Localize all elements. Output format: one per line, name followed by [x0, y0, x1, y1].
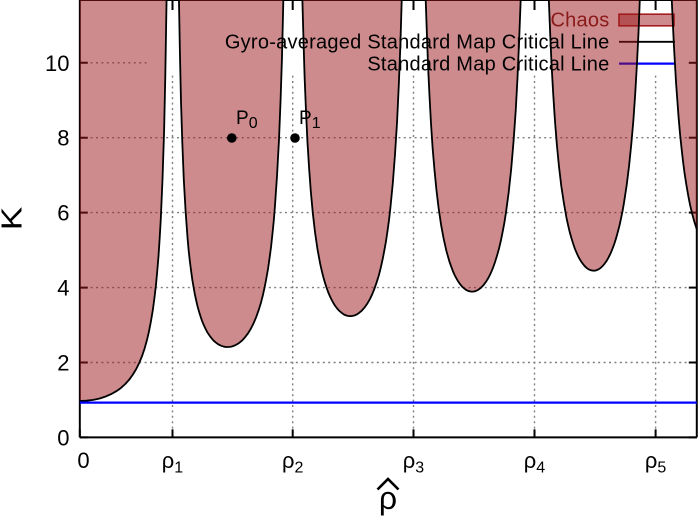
- svg-text:2: 2: [57, 351, 69, 376]
- svg-text:4: 4: [57, 276, 69, 301]
- svg-text:10: 10: [45, 51, 69, 76]
- svg-text:Standard Map Critical Line: Standard Map Critical Line: [367, 53, 609, 75]
- svg-text:8: 8: [57, 126, 69, 151]
- svg-text:0: 0: [57, 425, 69, 450]
- svg-text:6: 6: [57, 201, 69, 226]
- svg-text:ρ: ρ: [379, 480, 397, 516]
- svg-text:Chaos: Chaos: [550, 9, 609, 31]
- svg-text:Gyro-averaged Standard Map Cri: Gyro-averaged Standard Map Critical Line: [225, 31, 610, 53]
- svg-text:K: K: [0, 207, 29, 231]
- svg-text:0: 0: [77, 448, 89, 473]
